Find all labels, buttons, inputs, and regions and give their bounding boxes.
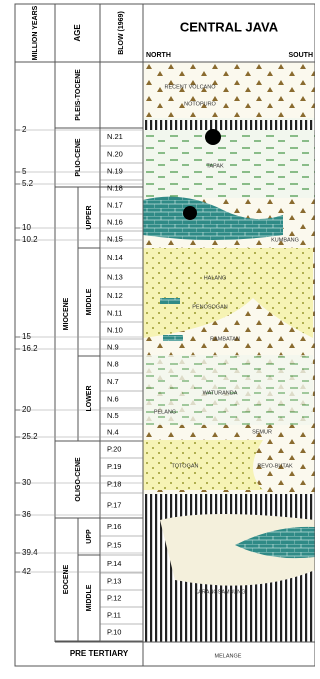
blow-zone: N.6	[107, 394, 119, 403]
blow-zone: N.4	[107, 427, 119, 436]
blow-zone: P.19	[107, 462, 121, 471]
blow-zone: N.5	[107, 411, 119, 420]
formation-label: HALANG	[204, 275, 227, 281]
stratigraphic-chart: MILLION YEARS AGE BLOW (1969) CENTRAL JAVA N…	[0, 0, 315, 674]
header-age: AGE	[73, 24, 82, 42]
blow-zone: P.16	[107, 522, 121, 531]
epoch-label: PLIO-CENE	[75, 138, 82, 176]
million-years-label: 36	[22, 510, 31, 519]
million-years-label: 16.2	[22, 344, 38, 353]
blow-zone: N.7	[107, 377, 119, 386]
header-million-years: MILLION YEARS	[32, 5, 39, 60]
blow-zone: N.19	[107, 166, 123, 175]
blow-zone: P.10	[107, 627, 121, 636]
million-years-label: 39.4	[22, 548, 38, 557]
blow-zone: N.15	[107, 234, 123, 243]
blow-zone: N.16	[107, 217, 123, 226]
formation-label: PENOSOGAN	[192, 304, 227, 310]
million-years-label: 25.2	[22, 432, 38, 441]
epoch-label: OLIGO-CENE	[75, 457, 82, 502]
blow-zone: N.12	[107, 291, 123, 300]
blow-zone: P.13	[107, 576, 121, 585]
million-years-label: 5.2	[22, 179, 34, 188]
blow-zone: N.14	[107, 253, 123, 262]
subepoch-label: MIDDLE	[86, 584, 93, 611]
formation-label: RAMBATAN	[210, 336, 240, 342]
blow-zone: P.20	[107, 444, 121, 453]
subepoch-label: UPP	[86, 529, 93, 544]
epoch-label: MIOCENE	[63, 297, 70, 330]
section-art	[143, 62, 315, 666]
formation-label: PELANG	[154, 409, 176, 415]
formation-label: TOTOGAN	[172, 463, 199, 469]
header-title: CENTRAL JAVA	[180, 19, 279, 34]
million-years-label: 10.2	[22, 235, 38, 244]
epoch-label: EOCENE	[63, 564, 70, 594]
million-years-label: 10	[22, 223, 31, 232]
blow-zone: N.18	[107, 183, 123, 192]
blow-zone: N.20	[107, 149, 123, 158]
formation-label: RECENT VOLCANO	[165, 84, 217, 90]
subepoch-label: LOWER	[86, 385, 93, 411]
blow-zone: N.9	[107, 342, 119, 351]
blow-zone: N.11	[107, 308, 122, 317]
formation-label: MELANGE	[215, 653, 242, 659]
million-years-label: 5	[22, 167, 27, 176]
million-years-label: 20	[22, 405, 31, 414]
south-label: SOUTH	[289, 52, 314, 59]
million-years-label: 30	[22, 478, 31, 487]
blow-zone: P.11	[107, 610, 121, 619]
formation-label: REVO-BUTAK	[257, 463, 293, 469]
north-label: NORTH	[146, 52, 171, 59]
million-years-label: 15	[22, 332, 31, 341]
subepoch-label: MIDDLE	[86, 288, 93, 315]
formation-label: KARANGSAMBUNG	[194, 589, 245, 595]
subepoch-label: UPPER	[86, 205, 93, 229]
formation-label: NOTOPURO	[184, 101, 216, 107]
blow-zone: N.21	[107, 132, 123, 141]
header-blow: BLOW (1969)	[118, 11, 125, 55]
blow-zone: N.10	[107, 325, 123, 334]
blow-zone: P.17	[107, 500, 121, 509]
blow-zone: P.18	[107, 479, 121, 488]
formation-label: TAPAK	[206, 163, 224, 169]
blow-zone: N.8	[107, 359, 119, 368]
formation-label: WATURANDA	[203, 390, 238, 396]
blow-zone: P.12	[107, 593, 121, 602]
blow-zone: P.15	[107, 540, 121, 549]
blow-zone: N.13	[107, 272, 123, 281]
blow-zone: P.14	[107, 559, 121, 568]
epoch-label: PLEIS-TOCENE	[75, 69, 82, 121]
formation-label: SEMUR	[252, 429, 272, 435]
million-years-label: 2	[22, 125, 27, 134]
formation-label: KUMBANG	[271, 237, 299, 243]
million-years-label: 42	[22, 567, 31, 576]
blow-zone: N.17	[107, 200, 123, 209]
pre-tertiary: PRE TERTIARY	[70, 649, 129, 658]
